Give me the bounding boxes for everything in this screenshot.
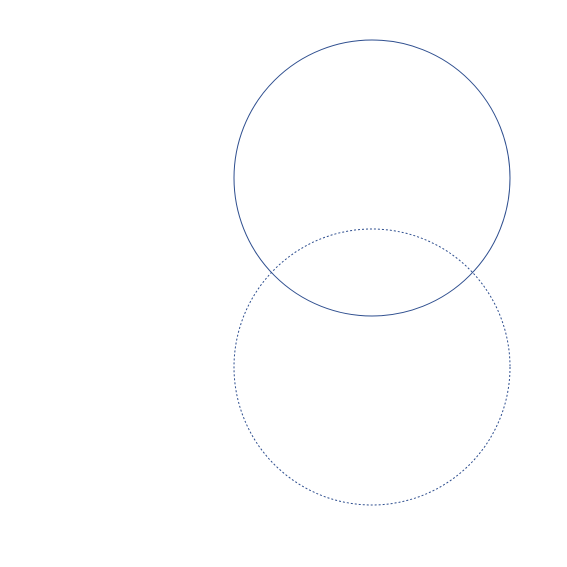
bottom-circle — [233, 228, 511, 506]
top-circle — [233, 39, 511, 317]
